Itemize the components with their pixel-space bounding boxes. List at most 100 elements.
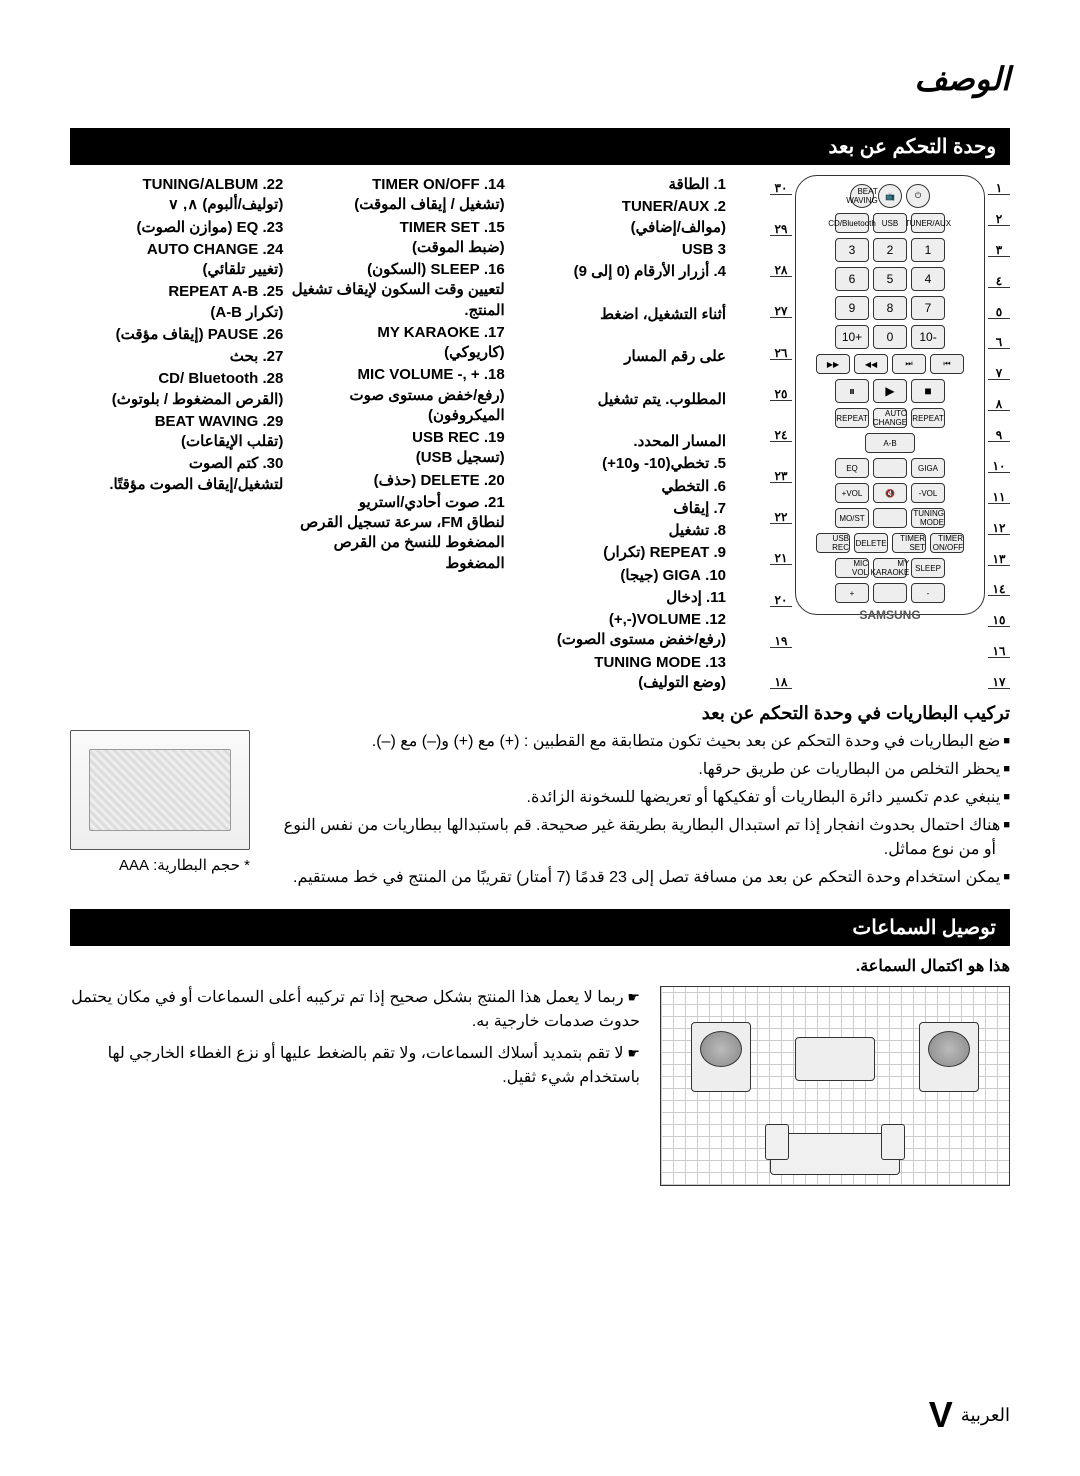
- battery-note: ينبغي عدم تكسير دائرة البطاريات أو تفكيك…: [270, 786, 1010, 810]
- legend-item: 23. EQ (موازن الصوت): [70, 218, 283, 238]
- legend-item: 24. AUTO CHANGE(تغيير تلقائي): [70, 240, 283, 281]
- remote-button: VOL+: [835, 483, 869, 503]
- callout-number: ٢٤: [770, 428, 792, 442]
- callout-number: ٣: [988, 243, 1010, 257]
- callout-number: ٢٥: [770, 387, 792, 401]
- callout-number: ٢١: [770, 551, 792, 565]
- remote-button: USB: [873, 213, 907, 233]
- legend-item: أثناء التشغيل، اضغط: [513, 284, 726, 325]
- remote-button: 8: [873, 296, 907, 320]
- page-title: الوصف: [70, 60, 1010, 98]
- legend-item: 11. إدخال: [513, 588, 726, 608]
- legend-item: 25. REPEAT A-B(تكرار A-B): [70, 282, 283, 323]
- battery-note: يمكن استخدام وحدة التحكم عن بعد من مسافة…: [270, 866, 1010, 890]
- callout-number: ٧: [988, 366, 1010, 380]
- legend-item: 9. REPEAT (تكرار): [513, 543, 726, 563]
- remote-legend: 1. الطاقة2. TUNER/AUX(موالف/إضافي)3 USB4…: [70, 175, 726, 695]
- remote-button: ▶: [873, 379, 907, 403]
- legend-item: 14. TIMER ON/OFF(تشغيل / إيقاف الموقت): [291, 175, 504, 216]
- legend-item: على رقم المسار: [513, 327, 726, 368]
- remote-section: ١٢٣٤٥٦٧٨٩١٠١١١٢١٣١٤١٥١٦١٧ ⏻📺BEAT WAVING …: [70, 175, 1010, 695]
- speaker-right-icon: [919, 1022, 979, 1092]
- callout-number: ١: [988, 181, 1010, 195]
- remote-button: [873, 458, 907, 478]
- battery-notes-list: ضع البطاريات في وحدة التحكم عن بعد بحيث …: [270, 730, 1010, 890]
- callout-number: ١٣: [988, 552, 1010, 566]
- legend-item: المطلوب. يتم تشغيل: [513, 369, 726, 410]
- legend-item: 18. + ,- MIC VOLUME(رفع/خفض مستوى صوت ال…: [291, 365, 504, 426]
- legend-item: 17. MY KARAOKE(كاريوكي): [291, 323, 504, 364]
- main-unit-icon: [795, 1037, 875, 1081]
- remote-button: TIMER ON/OFF: [930, 533, 964, 553]
- remote-button: -: [911, 583, 945, 603]
- callout-number: ٢٠: [770, 593, 792, 607]
- remote-button: 2: [873, 238, 907, 262]
- footer-lang: العربية: [961, 1405, 1010, 1426]
- legend-item: 21. صوت أحادي/استريولنطاق FM، سرعة تسجيل…: [291, 493, 504, 574]
- remote-image: ⏻📺BEAT WAVING TUNER/AUXUSBCD/Bluetooth 1…: [795, 175, 985, 615]
- remote-button: TIMER SET: [892, 533, 926, 553]
- remote-button: 5: [873, 267, 907, 291]
- speaker-diagram: [660, 986, 1010, 1186]
- footer-page-number: V: [929, 1394, 953, 1436]
- remote-button: ⏭: [892, 354, 926, 374]
- battery-image: [70, 730, 250, 850]
- legend-col-2: 14. TIMER ON/OFF(تشغيل / إيقاف الموقت)15…: [291, 175, 504, 695]
- remote-button: ■: [911, 379, 945, 403]
- callout-number: ٢٩: [770, 222, 792, 236]
- legend-item: 30. كتم الصوتلتشغيل/إيقاف الصوت مؤقتًا.: [70, 454, 283, 495]
- remote-button: [873, 508, 907, 528]
- remote-button: REPEAT: [835, 408, 869, 428]
- remote-button: REPEAT: [911, 408, 945, 428]
- speaker-section-title: توصيل السماعات: [70, 909, 1010, 946]
- callout-number: ٦: [988, 335, 1010, 349]
- callout-number: ٢: [988, 212, 1010, 226]
- remote-illustration: ١٢٣٤٥٦٧٨٩١٠١١١٢١٣١٤١٥١٦١٧ ⏻📺BEAT WAVING …: [740, 175, 1010, 695]
- remote-button: AUTO CHANGE: [873, 408, 907, 428]
- battery-block: ضع البطاريات في وحدة التحكم عن بعد بحيث …: [70, 730, 1010, 894]
- remote-section-title: وحدة التحكم عن بعد: [70, 128, 1010, 165]
- legend-col-1: 1. الطاقة2. TUNER/AUX(موالف/إضافي)3 USB4…: [513, 175, 726, 695]
- callout-number: ٥: [988, 305, 1010, 319]
- page-footer: العربية V: [70, 1394, 1010, 1436]
- legend-item: 13. TUNING MODE(وضع التوليف): [513, 653, 726, 694]
- callout-number: ٢٢: [770, 510, 792, 524]
- remote-button: A-B: [865, 433, 915, 453]
- legend-col-3: 22. TUNING/ALBUM(توليف/ألبوم) ∧, ∨23. EQ…: [70, 175, 283, 695]
- legend-item: 19. USB REC(تسجيل USB): [291, 428, 504, 469]
- remote-button: 0: [873, 325, 907, 349]
- remote-button: 1: [911, 238, 945, 262]
- remote-button: 3: [835, 238, 869, 262]
- legend-item: 26. PAUSE (إيقاف مؤقت): [70, 325, 283, 345]
- legend-item: 7. إيقاف: [513, 499, 726, 519]
- legend-item: 5. تخطي(10- و10+): [513, 454, 726, 474]
- battery-size-label: * حجم البطارية: AAA: [70, 856, 250, 874]
- remote-button: ⏮: [930, 354, 964, 374]
- legend-item: 16. SLEEP (السكون)لتعيين وقت السكون لإيق…: [291, 260, 504, 321]
- remote-button: VOL-: [911, 483, 945, 503]
- legend-item: المسار المحدد.: [513, 412, 726, 453]
- remote-button: MY KARAOKE: [873, 558, 907, 578]
- legend-item: 29. BEAT WAVING(تقلب الإيقاعات): [70, 412, 283, 453]
- battery-note: هناك احتمال بحدوث انفجار إذا تم استبدال …: [270, 814, 1010, 862]
- remote-button: SLEEP: [911, 558, 945, 578]
- callout-number: ١٢: [988, 521, 1010, 535]
- remote-button: ▶▶: [816, 354, 850, 374]
- remote-button: TUNING MODE: [911, 508, 945, 528]
- legend-item: 28. CD/ Bluetooth(القرص المضغوط / بلوتوث…: [70, 369, 283, 410]
- legend-item: 22. TUNING/ALBUM(توليف/ألبوم) ∧, ∨: [70, 175, 283, 216]
- remote-button: USB REC: [816, 533, 850, 553]
- battery-note: يحظر التخلص من البطاريات عن طريق حرقها.: [270, 758, 1010, 782]
- battery-heading: تركيب البطاريات في وحدة التحكم عن بعد: [70, 703, 1010, 724]
- callout-number: ١٥: [988, 613, 1010, 627]
- remote-button: 7: [911, 296, 945, 320]
- legend-item: 6. التخطي: [513, 477, 726, 497]
- remote-button: 4: [911, 267, 945, 291]
- remote-button: CD/Bluetooth: [835, 213, 869, 233]
- speaker-intro: هذا هو اكتمال السماعة.: [70, 956, 1010, 976]
- callout-number: ١١: [988, 490, 1010, 504]
- remote-button: [873, 583, 907, 603]
- legend-item: 15. TIMER SET(ضبط الموقت): [291, 218, 504, 259]
- remote-button: 📺: [878, 184, 902, 208]
- remote-button: ⏻: [906, 184, 930, 208]
